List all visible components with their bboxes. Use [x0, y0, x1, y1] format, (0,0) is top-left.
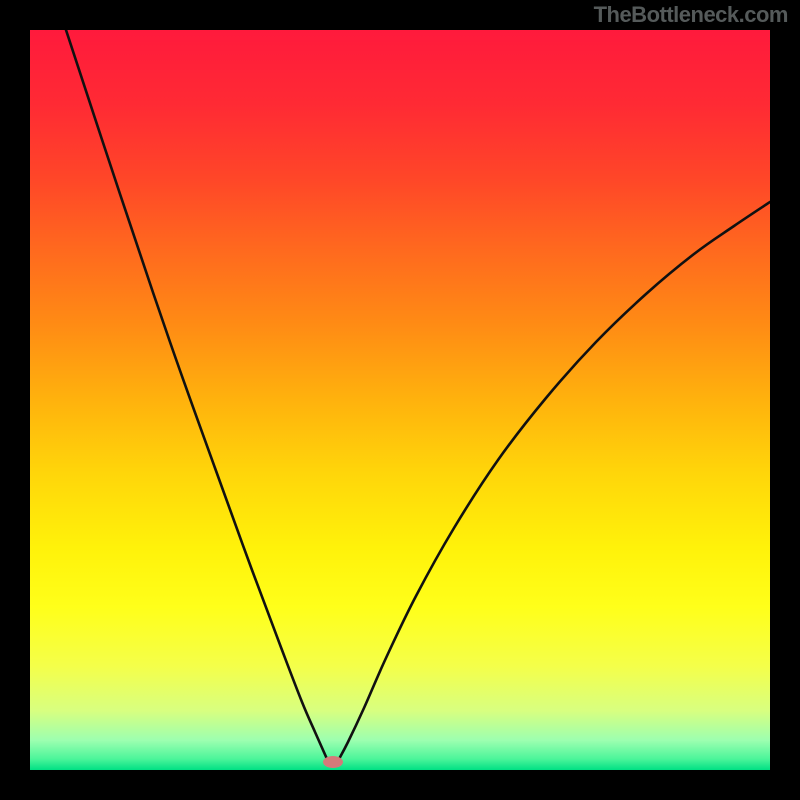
curve-right-branch: [339, 202, 770, 759]
plot-area: [30, 30, 770, 770]
chart-container: TheBottleneck.com: [0, 0, 800, 800]
watermark-text: TheBottleneck.com: [594, 2, 788, 28]
minimum-marker: [323, 756, 343, 768]
curve-layer: [30, 30, 770, 770]
curve-left-branch: [66, 30, 327, 759]
